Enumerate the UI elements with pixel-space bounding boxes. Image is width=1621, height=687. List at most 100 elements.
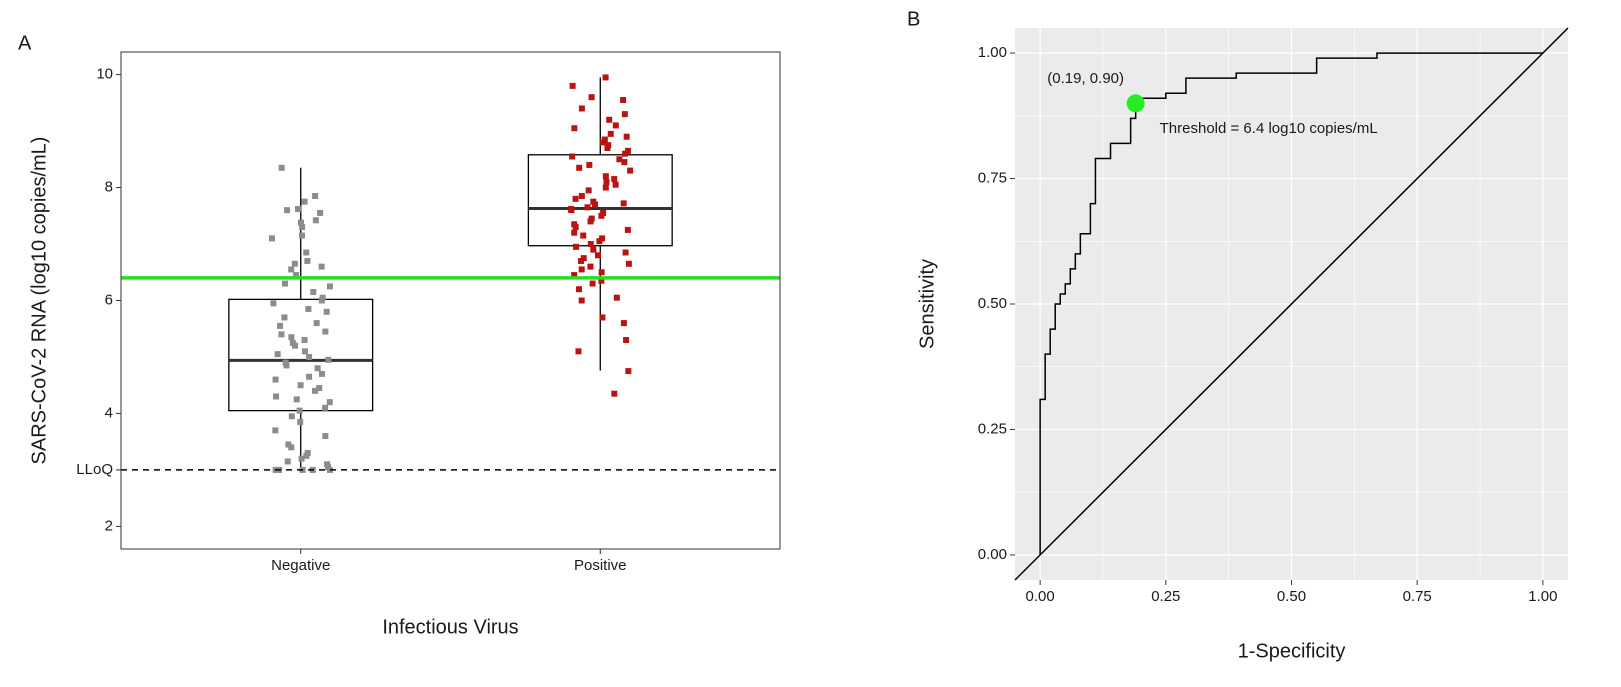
y-tick-label: LLoQ	[76, 461, 113, 478]
point	[298, 455, 305, 462]
y-tick-label: 2	[105, 517, 113, 534]
point	[625, 260, 632, 267]
point	[587, 263, 594, 270]
point	[578, 266, 585, 273]
point	[313, 320, 320, 327]
point	[282, 280, 289, 287]
point	[314, 365, 321, 372]
point	[602, 173, 609, 180]
point	[611, 390, 618, 397]
point	[326, 466, 333, 473]
point	[606, 116, 613, 123]
point	[611, 176, 618, 183]
y-tick-label: 8	[105, 179, 113, 196]
point	[585, 187, 592, 194]
annotation: Threshold = 6.4 log10 copies/mL	[1160, 120, 1378, 137]
panel-label: A	[18, 32, 32, 54]
point	[323, 308, 330, 315]
point	[571, 272, 578, 279]
y-tick-label: 0.75	[978, 170, 1007, 187]
point	[301, 198, 308, 205]
point	[613, 294, 620, 301]
highlight-point	[1126, 94, 1145, 113]
point	[599, 314, 606, 321]
point	[602, 184, 609, 191]
point	[322, 433, 329, 440]
x-tick-label: Negative	[271, 557, 330, 574]
point	[301, 348, 308, 355]
point	[272, 427, 279, 434]
point	[277, 322, 284, 329]
point	[620, 200, 627, 207]
point	[326, 283, 333, 290]
point	[293, 272, 300, 279]
point	[578, 193, 585, 200]
y-tick-label: 1.00	[978, 44, 1007, 61]
point	[622, 249, 629, 256]
point	[291, 342, 298, 349]
point	[625, 368, 632, 375]
point	[299, 224, 306, 231]
point	[572, 224, 579, 231]
point	[594, 252, 601, 259]
point	[299, 232, 306, 239]
point	[575, 348, 582, 355]
point	[318, 370, 325, 377]
point	[270, 300, 277, 307]
point	[589, 280, 596, 287]
point	[288, 444, 295, 451]
point	[612, 122, 619, 129]
point	[312, 387, 319, 394]
y-tick-label: 4	[105, 404, 113, 421]
point	[578, 257, 585, 264]
point	[578, 297, 585, 304]
point	[607, 130, 614, 137]
point	[568, 207, 575, 214]
point	[317, 209, 324, 216]
point	[587, 218, 594, 225]
point	[306, 353, 313, 360]
point	[304, 257, 311, 264]
point	[297, 219, 304, 226]
point	[295, 206, 302, 213]
box	[527, 154, 673, 247]
point	[278, 331, 285, 338]
point	[296, 407, 303, 414]
point	[588, 94, 595, 101]
point	[591, 201, 598, 208]
point	[620, 320, 627, 327]
point	[573, 243, 580, 250]
point	[303, 452, 310, 459]
point	[325, 356, 332, 363]
y-tick-label: 10	[96, 66, 113, 83]
y-tick-label: 0.00	[978, 546, 1007, 563]
point	[602, 74, 609, 81]
point	[612, 181, 619, 188]
point	[578, 105, 585, 112]
point	[584, 204, 591, 211]
y-tick-label: 0.50	[978, 295, 1007, 312]
x-axis-title: Infectious Virus	[382, 616, 518, 638]
point	[288, 266, 295, 273]
x-tick-label: 0.50	[1277, 588, 1306, 605]
point	[621, 111, 628, 118]
diagonal-reference	[1014, 27, 1569, 581]
point	[312, 217, 319, 224]
plot-background	[121, 52, 780, 549]
point	[283, 362, 290, 369]
point	[571, 229, 578, 236]
y-tick-label: 0.25	[978, 420, 1007, 437]
point	[623, 337, 630, 344]
point	[318, 263, 325, 270]
point	[569, 153, 576, 160]
point	[274, 351, 281, 358]
roc-curve	[1039, 52, 1543, 555]
point	[306, 373, 313, 380]
point	[572, 195, 579, 202]
point	[268, 235, 275, 242]
point	[586, 161, 593, 168]
plot-border	[120, 51, 781, 550]
point	[616, 156, 623, 163]
point	[322, 404, 329, 411]
